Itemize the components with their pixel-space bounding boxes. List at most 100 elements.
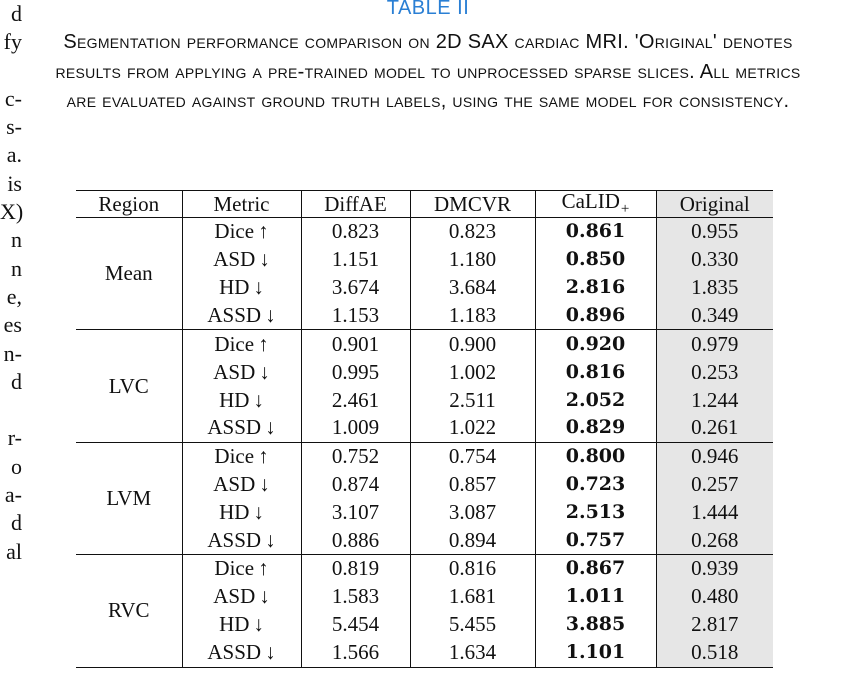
original-value: 0.955 — [655, 216, 773, 246]
metric-cell: Dice ↑ — [181, 329, 302, 358]
header-calid-label: CaLID — [561, 189, 620, 213]
left-column-line — [0, 57, 22, 85]
table-row: ASSD ↓ 1.009 1.022 0.829 0.261 — [76, 414, 773, 443]
arrow-down-icon: ↓ — [265, 415, 276, 440]
calid-value: 0.896 — [534, 301, 657, 331]
diffae-value: 0.995 — [300, 357, 411, 387]
left-column-line: is — [7, 170, 22, 196]
results-table: Region Metric DiffAE DMCVR CaLID+ Origin… — [76, 190, 773, 668]
dmcvr-value: 0.857 — [409, 470, 536, 499]
left-column-line: o — [11, 453, 22, 479]
original-value: 0.257 — [655, 470, 773, 499]
left-column-line: d — [11, 368, 22, 394]
diffae-value: 0.901 — [300, 329, 411, 358]
metric-cell: Dice ↑ — [181, 216, 302, 246]
calid-value: 0.723 — [534, 470, 657, 499]
dmcvr-value: 0.754 — [409, 441, 536, 471]
dmcvr-value: 3.684 — [409, 273, 536, 302]
header-metric: Metric — [181, 190, 302, 218]
metric-name: HD — [219, 499, 250, 524]
diffae-value: 0.823 — [300, 216, 411, 246]
dmcvr-value: 2.511 — [409, 386, 536, 415]
table-row: ASD ↓ 0.995 1.002 0.816 0.253 — [76, 357, 773, 387]
dmcvr-value: 1.180 — [409, 245, 536, 274]
metric-cell: ASSD ↓ — [182, 526, 302, 556]
metric-cell: ASD ↓ — [182, 470, 302, 499]
diffae-value: 3.107 — [300, 498, 411, 527]
metric-name: ASSD — [207, 527, 262, 552]
dmcvr-value: 1.681 — [409, 582, 536, 611]
left-column-line: n — [11, 255, 22, 281]
dmcvr-value: 1.002 — [409, 357, 536, 387]
original-value: 0.946 — [655, 441, 773, 471]
original-value: 0.939 — [655, 554, 773, 583]
calid-value: 0.850 — [534, 245, 657, 274]
left-column-line: c- — [4, 85, 22, 111]
table-row: ASSD ↓ 1.153 1.183 0.896 0.349 — [76, 301, 773, 331]
arrow-down-icon: ↓ — [253, 499, 264, 524]
original-value: 0.268 — [655, 526, 773, 556]
diffae-value: 0.752 — [300, 441, 411, 471]
original-value: 0.979 — [655, 329, 773, 358]
metric-cell: HD ↓ — [182, 498, 302, 527]
dmcvr-value: 0.900 — [409, 329, 536, 358]
original-value: 0.261 — [655, 414, 773, 443]
left-column-line: s- — [6, 114, 22, 140]
metric-cell: HD ↓ — [182, 610, 302, 639]
left-column-line: a. — [6, 142, 22, 168]
arrow-down-icon: ↓ — [253, 275, 264, 300]
arrow-down-icon: ↓ — [265, 640, 276, 665]
metric-cell: HD ↓ — [182, 273, 302, 302]
calid-value: 0.829 — [534, 414, 657, 443]
arrow-up-icon: ↑ — [258, 556, 269, 581]
table-row: HD ↓ 5.454 5.455 3.885 2.817 — [76, 610, 773, 639]
region-cell: LVC — [76, 329, 183, 443]
calid-value: 2.513 — [534, 498, 657, 527]
arrow-up-icon: ↑ — [258, 219, 269, 244]
metric-name: ASSD — [207, 303, 262, 328]
metric-cell: ASSD ↓ — [182, 414, 302, 443]
metric-name: ASSD — [207, 415, 262, 440]
arrow-down-icon: ↓ — [265, 527, 276, 552]
left-column-line: e, — [6, 283, 22, 309]
original-value: 0.480 — [655, 582, 773, 611]
diffae-value: 0.874 — [300, 470, 411, 499]
dmcvr-value: 1.634 — [409, 638, 536, 668]
dmcvr-value: 0.823 — [409, 216, 536, 246]
calid-value: 0.867 — [534, 554, 657, 583]
dmcvr-value: 0.894 — [409, 526, 536, 556]
metric-name: Dice — [214, 444, 255, 469]
metric-name: Dice — [214, 331, 255, 356]
left-column-line — [0, 396, 22, 424]
table-row: LVM Dice ↑ 0.752 0.754 0.800 0.946 — [76, 441, 773, 556]
header-dmcvr: DMCVR — [409, 190, 536, 218]
calid-value: 0.816 — [534, 357, 657, 387]
calid-value: 0.757 — [534, 526, 657, 556]
left-column-line: r- — [7, 425, 22, 451]
dmcvr-value: 1.022 — [409, 414, 536, 443]
diffae-value: 1.566 — [300, 638, 411, 668]
left-column-line: X) — [0, 199, 24, 225]
region-cell: LVM — [76, 441, 183, 556]
left-column-line: n- — [3, 340, 22, 366]
metric-name: ASD — [213, 247, 256, 272]
original-value: 0.253 — [655, 357, 773, 387]
header-original: Original — [655, 190, 773, 218]
metric-cell: ASD ↓ — [182, 582, 302, 611]
left-column-line: d — [11, 1, 22, 26]
diffae-value: 1.583 — [300, 582, 411, 611]
table-row: HD ↓ 3.107 3.087 2.513 1.444 — [76, 498, 773, 527]
table-row: RVC Dice ↑ 0.819 0.816 0.867 0.939 — [76, 554, 773, 668]
metric-cell: ASSD ↓ — [182, 638, 302, 668]
metric-cell: ASD ↓ — [182, 245, 302, 274]
metric-name: HD — [219, 387, 250, 412]
arrow-down-icon: ↓ — [259, 247, 270, 272]
arrow-down-icon: ↓ — [259, 471, 270, 496]
original-value: 0.518 — [655, 638, 773, 668]
header-region: Region — [76, 190, 183, 218]
diffae-value: 1.151 — [300, 245, 411, 274]
dmcvr-value: 1.183 — [409, 301, 536, 331]
arrow-up-icon: ↑ — [258, 444, 269, 469]
metric-name: ASSD — [207, 640, 262, 665]
calid-value: 0.800 — [534, 441, 657, 471]
